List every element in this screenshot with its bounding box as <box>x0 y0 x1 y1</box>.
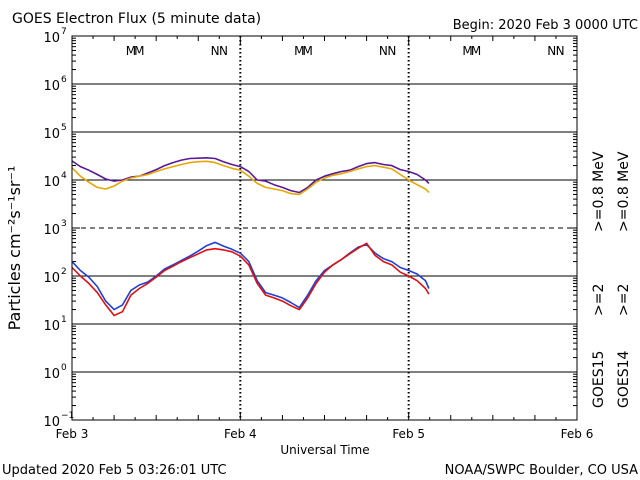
y-tick-exponent: 4 <box>61 171 67 181</box>
side-legend: >=0.8 MeV >=0.8 MeV >=2 >=2 GOES15 GOES1… <box>591 151 632 408</box>
y-tick-label: 10 <box>43 223 60 238</box>
x-tick-label: Feb 4 <box>224 427 257 441</box>
marker-label: M <box>126 44 136 58</box>
x-tick-label: Feb 5 <box>392 427 425 441</box>
marker-label: N <box>219 44 228 58</box>
legend-goes14-satellite: GOES14 <box>616 350 632 408</box>
y-axis-label: Particles cm⁻²s⁻¹sr⁻¹ <box>5 166 24 331</box>
y-tick-exponent: −1 <box>61 411 74 421</box>
legend-goes14-low-energy: >=2 <box>616 284 632 316</box>
updated-timestamp: Updated 2020 Feb 5 03:26:01 UTC <box>2 463 227 478</box>
legend-goes15-low-energy: >=2 <box>591 284 607 316</box>
legend-goes15-high-energy: >=0.8 MeV <box>591 151 607 232</box>
y-tick-exponent: 5 <box>61 123 67 133</box>
marker-label: N <box>211 44 220 58</box>
y-tick-label: 10 <box>43 31 60 46</box>
y-tick-exponent: 3 <box>61 219 67 229</box>
y-tick-label: 10 <box>43 271 60 286</box>
y-tick-label: 10 <box>43 175 60 190</box>
marker-label: M <box>462 44 472 58</box>
y-tick-label: 10 <box>43 367 60 382</box>
x-tick-label: Feb 3 <box>56 427 89 441</box>
marker-label: M <box>471 44 481 58</box>
y-tick-label: 10 <box>43 319 60 334</box>
chart-title: GOES Electron Flux (5 minute data) <box>12 11 261 27</box>
begin-time: Begin: 2020 Feb 3 0000 UTC <box>453 18 638 33</box>
legend-goes14-high-energy: >=0.8 MeV <box>616 151 632 232</box>
marker-label: M <box>134 44 144 58</box>
y-tick-label: 10 <box>43 415 60 430</box>
y-tick-label: 10 <box>43 127 60 142</box>
series-line-3 <box>71 242 430 317</box>
x-axis-label: Universal Time <box>280 443 369 457</box>
marker-label: M <box>302 44 312 58</box>
y-tick-exponent: 2 <box>61 267 67 277</box>
y-axis-label-group: Particles cm⁻²s⁻¹sr⁻¹ <box>5 166 24 331</box>
marker-label: N <box>547 44 556 58</box>
marker-label: N <box>556 44 565 58</box>
y-tick-exponent: 0 <box>61 363 67 373</box>
plot-frame <box>71 35 578 421</box>
series-line-0 <box>71 157 430 194</box>
legend-goes15-satellite: GOES15 <box>591 351 607 408</box>
y-tick-label: 10 <box>43 79 60 94</box>
x-tick-label: Feb 6 <box>561 427 594 441</box>
y-tick-exponent: 7 <box>61 27 67 37</box>
series-line-2 <box>71 241 430 311</box>
marker-label: M <box>294 44 304 58</box>
y-tick-exponent: 1 <box>61 315 67 325</box>
series-line-1 <box>71 160 430 196</box>
source-credit: NOAA/SWPC Boulder, CO USA <box>445 463 638 478</box>
marker-label: N <box>387 44 396 58</box>
marker-label: N <box>379 44 388 58</box>
y-tick-exponent: 6 <box>61 75 67 85</box>
